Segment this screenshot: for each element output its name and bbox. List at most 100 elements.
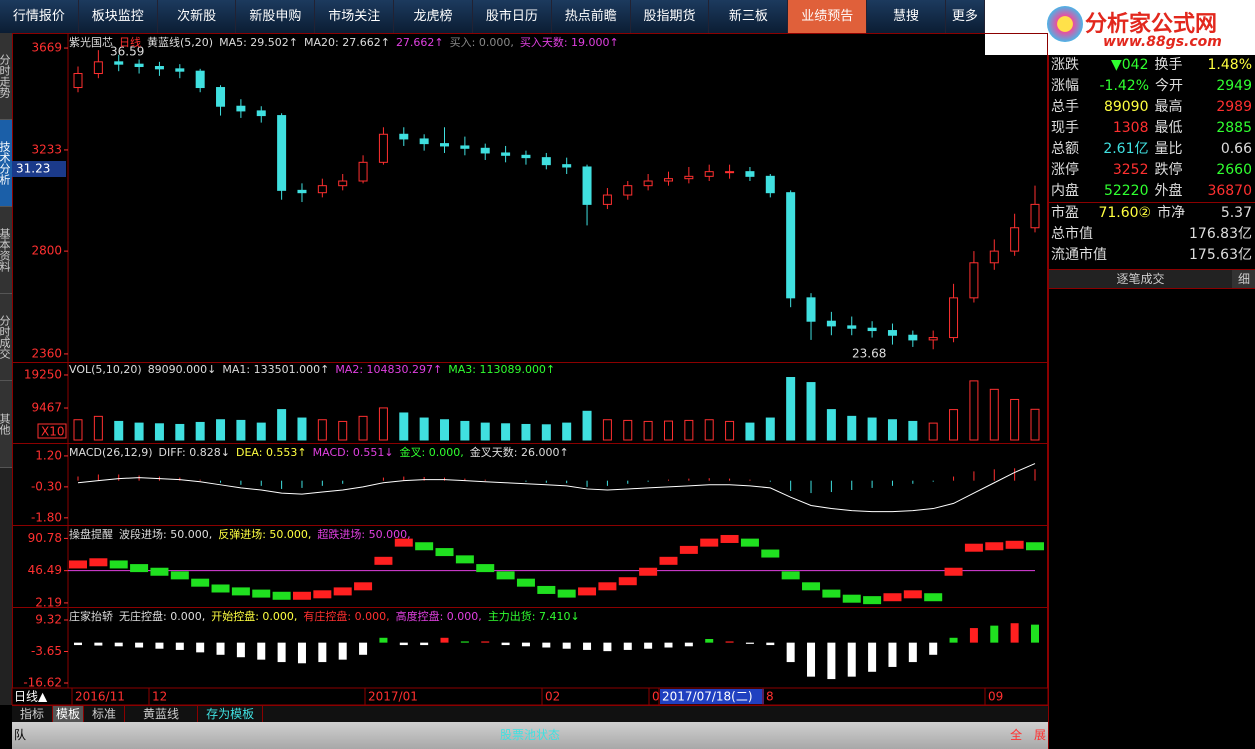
top-tab[interactable]: 股市日历 [472,0,552,33]
side-tab[interactable]: 基本资料 [0,207,12,294]
quote-row: 总额 2.61亿 量比 0.66 [1049,139,1255,160]
top-tab[interactable]: 次新股 [157,0,237,33]
volume-bar [602,419,612,441]
volume-bar [786,377,796,441]
volume-bar [317,419,327,441]
banker-bar [990,625,999,643]
banker-bar [257,642,266,660]
quote-value: 0.66 [1220,141,1252,157]
top-tab[interactable]: 新股申购 [236,0,316,33]
status-center: 股票池状态 [499,728,560,742]
banker-bar [1010,623,1019,643]
signal-block [333,587,352,596]
volume-bar [297,417,307,441]
tab[interactable]: 细 [1232,270,1255,288]
date-label: 2017/07/18(二) [662,690,753,704]
banker-bar [644,642,653,649]
date-axis [11,687,1048,705]
candle-body [114,61,124,65]
candle-body [358,161,368,182]
candle-body [786,192,796,299]
volume-bar [989,388,999,441]
candle-body [989,250,999,264]
banker-bar [501,642,510,646]
quote-value: 5.37 [1220,205,1252,221]
top-tab[interactable]: 股指期货 [630,0,710,33]
side-tab[interactable]: 分时成交 [0,294,12,381]
candle-body [949,297,959,339]
bottom-tab[interactable]: 指标 [12,706,54,723]
signal-block [170,571,189,580]
top-tab[interactable]: 板块监控 [78,0,158,33]
quote-label: 涨停 [1051,162,1079,178]
bottom-tab[interactable]: 黄蓝线 [125,706,199,723]
top-tab[interactable]: 龙虎榜 [394,0,473,33]
candle-body [623,185,633,196]
candle-body [297,189,307,194]
top-tab[interactable]: 行情报价 [0,0,79,33]
date-label: 2016/11 [75,690,125,704]
top-tab[interactable]: 业绩预告 [788,0,868,33]
top-tab[interactable]: 新三板 [709,0,789,33]
banker-bar [949,637,958,643]
status-button[interactable]: 全 [1010,728,1023,742]
bottom-tabs: 指标 模板 标准 黄蓝线 存为模板 [12,705,1048,723]
quote-label: 量比 [1154,141,1183,157]
volume-bar [480,422,490,441]
quote-label: 最低 [1154,120,1183,136]
volume-bar [847,415,857,441]
candle-body [440,143,450,147]
banker-bar [786,642,795,663]
bottom-tab[interactable]: 标准 [84,706,126,723]
signal-block [618,577,637,586]
quote-label: 外盘 [1154,183,1183,199]
signal-block [842,594,861,603]
side-tab[interactable]: 其他 [0,381,12,468]
volume-bar [623,419,633,441]
high-label: 36.59 [110,45,144,59]
banker-bar [664,642,673,648]
date-label: 12 [152,690,167,704]
bottom-tab[interactable]: 模板 [53,706,85,723]
volume-bar [969,380,979,441]
banker-bar [74,642,82,646]
banker-bar [725,641,734,643]
top-tab[interactable]: 慧搜 [867,0,946,33]
banker-bar [521,642,530,647]
legend-item: VOL(5,10,20) [69,363,142,376]
legend-item: MA1: 133501.000↑ [222,363,330,376]
signal-block [740,538,759,547]
status-left[interactable]: 队 [14,728,27,742]
bottom-tab[interactable]: 存为模板 [198,706,264,723]
y-tick-label: -3.65 [31,644,62,658]
signal-block [1026,542,1044,551]
signal-block [272,591,291,600]
banker-bar [277,642,286,663]
volume-bar [562,422,572,441]
tab[interactable]: 逐笔成交 [1049,270,1232,288]
status-button[interactable]: 展 [1033,728,1046,742]
candle-body [887,330,897,336]
signal-block [516,578,535,587]
quote-value: 52220 [1103,183,1149,199]
legend-item: MA2: 104830.297↑ [335,363,443,376]
signal-block [69,560,87,569]
quote-rows: 涨跌 ▼042 换手 1.48% 涨幅 -1.42% 今开 2949 总手 89090 最高 2989… [1049,55,1255,266]
side-tabs: 分时走势 技术分析 基本资料 分时成交 其他 [0,33,12,705]
signal-block [89,558,108,567]
top-tab[interactable]: 市场关注 [315,0,395,33]
candle-body [93,61,103,75]
top-tab[interactable]: 热点前瞻 [551,0,631,33]
quote-label: 最高 [1154,99,1183,115]
side-tab[interactable]: 分时走势 [0,33,12,120]
signal-block [191,578,210,587]
volume-bar [765,417,775,441]
banker-bar [603,642,612,652]
signal-block [679,545,698,554]
volume-bar [236,419,246,441]
banker-bar [827,642,836,680]
candle-body [195,70,205,89]
top-tab[interactable]: 更多 [945,0,985,33]
legend-item: MACD(26,12,9) [69,446,153,459]
side-tab[interactable]: 技术分析 [0,120,12,207]
